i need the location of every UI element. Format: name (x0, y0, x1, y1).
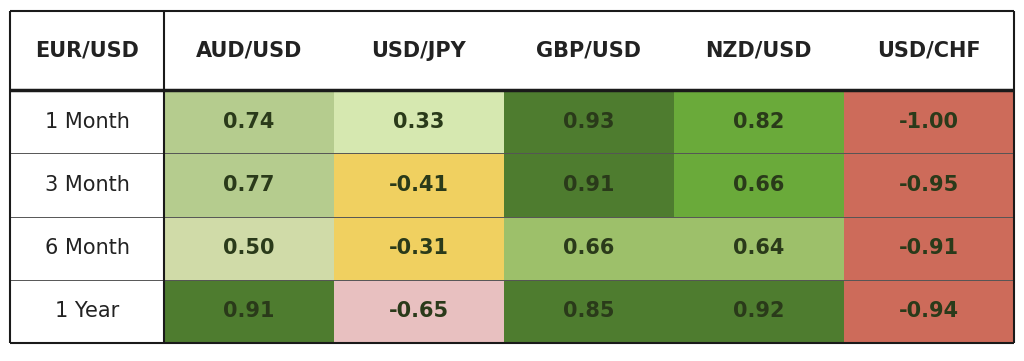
Text: GBP/USD: GBP/USD (537, 40, 641, 61)
Text: -0.95: -0.95 (899, 175, 958, 195)
Bar (334, 217, 504, 280)
Text: 0.92: 0.92 (733, 301, 784, 321)
Text: 0.66: 0.66 (563, 238, 614, 258)
Bar (504, 217, 674, 280)
Bar (164, 217, 334, 280)
Text: 1 Year: 1 Year (55, 301, 119, 321)
Text: USD/CHF: USD/CHF (877, 40, 981, 61)
Bar (334, 153, 504, 217)
Bar (164, 153, 334, 217)
Bar (674, 153, 844, 217)
Bar (164, 11, 334, 90)
Text: 0.85: 0.85 (563, 301, 614, 321)
Text: -0.91: -0.91 (899, 238, 958, 258)
Text: 0.33: 0.33 (393, 112, 444, 132)
Text: -0.65: -0.65 (389, 301, 449, 321)
Bar (10, 11, 164, 90)
Bar (844, 217, 1014, 280)
Bar (844, 153, 1014, 217)
Bar (334, 90, 504, 153)
Bar (504, 90, 674, 153)
Text: 1 Month: 1 Month (45, 112, 129, 132)
Bar (334, 280, 504, 343)
Bar (164, 90, 334, 153)
Bar (10, 280, 164, 343)
Text: -0.94: -0.94 (899, 301, 958, 321)
Text: EUR/USD: EUR/USD (35, 40, 139, 61)
Bar (844, 11, 1014, 90)
Text: NZD/USD: NZD/USD (706, 40, 812, 61)
Text: -1.00: -1.00 (899, 112, 958, 132)
Text: 0.50: 0.50 (223, 238, 274, 258)
Text: 0.74: 0.74 (223, 112, 274, 132)
Text: 0.93: 0.93 (563, 112, 614, 132)
Text: 0.91: 0.91 (223, 301, 274, 321)
Text: 0.91: 0.91 (563, 175, 614, 195)
Text: USD/JPY: USD/JPY (372, 40, 466, 61)
Bar (504, 280, 674, 343)
Text: 0.64: 0.64 (733, 238, 784, 258)
Bar (10, 217, 164, 280)
Text: 0.77: 0.77 (223, 175, 274, 195)
Bar (504, 11, 674, 90)
Text: 0.66: 0.66 (733, 175, 784, 195)
Bar (844, 90, 1014, 153)
Bar (10, 90, 164, 153)
Text: -0.41: -0.41 (389, 175, 449, 195)
Bar (334, 11, 504, 90)
Text: 3 Month: 3 Month (45, 175, 129, 195)
Bar (164, 280, 334, 343)
Bar (10, 153, 164, 217)
Text: 0.82: 0.82 (733, 112, 784, 132)
Bar (674, 11, 844, 90)
Text: AUD/USD: AUD/USD (196, 40, 302, 61)
Bar (844, 280, 1014, 343)
Bar (674, 217, 844, 280)
Bar (674, 280, 844, 343)
Text: -0.31: -0.31 (389, 238, 449, 258)
Bar (504, 153, 674, 217)
Bar (674, 90, 844, 153)
Text: 6 Month: 6 Month (44, 238, 129, 258)
